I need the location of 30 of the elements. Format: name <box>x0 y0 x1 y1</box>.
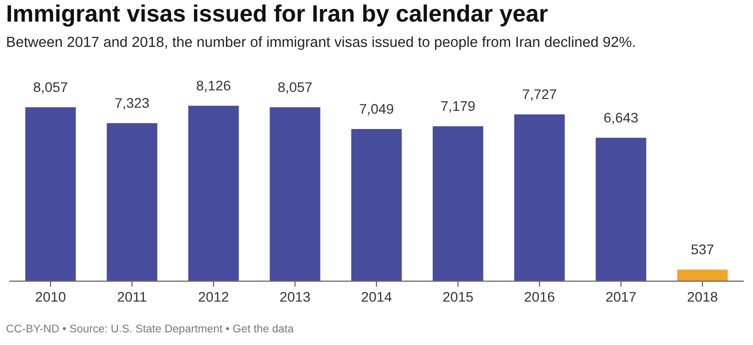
x-tick-label: 2011 <box>118 292 146 302</box>
data-label: 6,643 <box>604 112 638 124</box>
x-tick-label: 2017 <box>606 292 636 302</box>
x-tick-label: 2018 <box>688 292 718 302</box>
data-label: 8,126 <box>196 80 230 92</box>
data-label: 7,323 <box>115 98 149 110</box>
bar <box>596 138 646 282</box>
x-tick-label: 2012 <box>198 292 228 302</box>
data-label: 7,049 <box>360 104 394 116</box>
x-tick-label: 2016 <box>524 292 554 302</box>
x-tick-label: 2014 <box>362 292 392 302</box>
bar <box>677 270 728 282</box>
data-label: 7,727 <box>522 89 556 101</box>
chart-title: Immigrant visas issued for Iran by calendar year <box>8 4 548 27</box>
chart-subtitle: Between 2017 and 2018, the number of immigrant visas issued to people from Iran declined 92%. <box>7 36 635 50</box>
data-label: 7,179 <box>441 101 475 113</box>
bar <box>270 107 320 282</box>
bar <box>25 107 76 282</box>
x-tick-label: 2015 <box>443 292 473 302</box>
bar <box>514 114 565 282</box>
data-label: 8,057 <box>278 82 312 94</box>
bar <box>106 123 158 282</box>
bar <box>188 106 239 282</box>
data-label: 8,057 <box>34 82 68 94</box>
x-tick-label: 2010 <box>36 292 66 302</box>
bar <box>351 129 402 282</box>
x-tick-label: 2013 <box>280 292 310 302</box>
text: CC-BY-ND • Source: U.S. State Department • Get the data <box>6 324 294 335</box>
data-label: 537 <box>691 244 714 254</box>
bar <box>432 126 484 282</box>
